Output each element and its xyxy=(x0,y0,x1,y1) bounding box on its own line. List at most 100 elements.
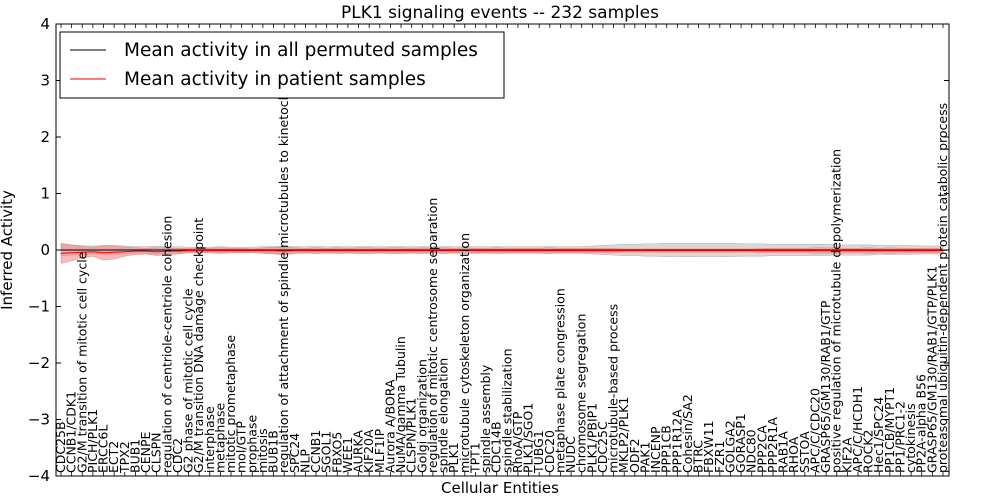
entity-label: FBXW11 xyxy=(701,420,716,473)
entity-label: TPT1 xyxy=(467,442,482,474)
entity-label: PPP2R1A xyxy=(765,417,780,473)
entity-label: positive regulation of microtubule depol… xyxy=(829,149,844,473)
entity-label: CDC25C xyxy=(595,421,610,473)
entity-label: PPP1CB xyxy=(659,425,674,473)
line-patient xyxy=(60,250,943,254)
entity-label: regulation of mitotic centrosome separat… xyxy=(425,198,440,473)
entity-label: prophase xyxy=(244,415,259,473)
entity-label: spindle assembly xyxy=(478,364,493,473)
entity-label: PICH/PLK1 xyxy=(85,409,100,473)
entity-label: CLSPN/PLK1 xyxy=(404,398,419,473)
entity-label: G2/M transition of mitotic cell cycle xyxy=(74,251,89,473)
entity-label: SGOL1 xyxy=(319,431,334,473)
entity-label: CDC20 xyxy=(542,430,557,473)
y-axis-label: Inferred Activity xyxy=(0,190,16,310)
entity-label: RHOA xyxy=(786,436,801,473)
entity-label: microtubule cytoskeleton organization xyxy=(457,233,472,473)
band-patient xyxy=(60,242,944,264)
entity-label: MKLP2/PLK1 xyxy=(616,397,631,473)
y-tick-label: −1 xyxy=(28,298,50,316)
entity-label: GRASP65/GM130/RAB1/GTP/PLK1 xyxy=(924,266,939,473)
entity-label: RhoA/GTP xyxy=(510,411,525,473)
entity-label: ECT2 xyxy=(106,441,121,473)
entity-label: BUB1 xyxy=(127,439,142,473)
y-tick-label: 3 xyxy=(40,72,50,90)
entity-label: Golgi organization xyxy=(414,359,429,473)
entity-label: TPX2 xyxy=(117,441,132,474)
entity-label: NDC80 xyxy=(744,429,759,473)
entity-label: PPP1R12A xyxy=(669,409,684,473)
entity-label: cytokinesis xyxy=(903,403,918,473)
entity-label: CLSPN xyxy=(149,432,164,473)
entity-label: FZR1 xyxy=(712,441,727,473)
y-axis: −4 −3 −2 −1 0 1 2 3 4 xyxy=(28,15,949,485)
entity-label: PP1CB/MYPT1 xyxy=(882,387,897,473)
entity-label: chromosome segregation xyxy=(574,314,589,473)
entity-label: CENPE xyxy=(138,431,153,473)
entity-label: APC/C/HCDH1 xyxy=(850,386,865,473)
entity-label: ODF2 xyxy=(627,438,642,473)
entity-label: PPP2CA xyxy=(754,425,769,473)
entity-label: spindle stabilization xyxy=(499,348,514,473)
entity-label: PLK1 xyxy=(446,442,461,473)
entity-label: CDC14B xyxy=(489,421,504,473)
entity-label: CDC25B xyxy=(53,421,68,473)
entity-label: mol/GTP xyxy=(234,421,249,473)
y-tick-label: 0 xyxy=(40,241,50,259)
entity-label: TUBG1 xyxy=(531,430,546,474)
entity-label: PP1/PRC1-2 xyxy=(893,401,908,473)
y-tick-label: −4 xyxy=(28,467,50,485)
y-tick-label: −3 xyxy=(28,411,50,429)
entity-label: BUB1B xyxy=(266,430,281,473)
entity-label: CCNB1/CDK1 xyxy=(64,391,79,473)
y-tick-label: 1 xyxy=(40,185,50,203)
entity-label: microtubule-based process xyxy=(606,304,621,473)
entity-label: PLK1/PBIP1 xyxy=(584,403,599,473)
entity-label: CDC2 xyxy=(170,438,185,473)
chart-title: PLK1 signaling events -- 232 samples xyxy=(341,3,659,23)
entity-label: PAK1 xyxy=(638,442,653,473)
entity-label: Hec1/SPC24 xyxy=(871,397,886,473)
entity-label: APC/C/CDC20 xyxy=(808,388,823,473)
legend-label-patient: Mean activity in patient samples xyxy=(124,69,426,90)
legend: Mean activity in all permuted samples Me… xyxy=(59,31,505,99)
entity-label: GRASP65/GM130/RAB1/GTP xyxy=(818,300,833,473)
entity-label: NLP xyxy=(297,449,312,473)
entity-label: SSTOA xyxy=(797,431,812,473)
entity-label: KIF2A xyxy=(839,437,854,473)
entity-label: mitotic prometaphase xyxy=(223,335,238,473)
entity-label: MLF1IP xyxy=(372,428,387,473)
x-axis-label: Cellular Entities xyxy=(441,479,559,497)
entity-label: KIF20A xyxy=(361,429,376,473)
entity-label: GORASP1 xyxy=(733,413,748,473)
legend-box xyxy=(59,31,505,99)
entity-label: INCENP xyxy=(648,426,663,473)
series-lines xyxy=(60,249,943,254)
entity-label: RAB1A xyxy=(776,431,791,473)
entity-label: proteasomal ubiquitin-dependent protein … xyxy=(935,103,950,473)
entity-label: CCNB1 xyxy=(308,430,323,473)
entity-label: WEE1 xyxy=(340,437,355,473)
entity-label: Cohesin/SA2 xyxy=(680,394,695,473)
entity-label: ROCK2 xyxy=(861,430,876,473)
entity-label: PP2A-alpha B56 xyxy=(914,374,929,473)
entity-label: GOLGA2 xyxy=(723,420,738,473)
entity-label: mitosis xyxy=(255,428,270,473)
entity-label: PLK1/SGO1 xyxy=(521,403,536,473)
y-tick-label: −2 xyxy=(28,354,50,372)
entity-label: metaphase xyxy=(212,403,227,473)
entity-label: BTRC xyxy=(691,440,706,473)
entity-label: FBXO5 xyxy=(329,432,344,473)
entity-label: metaphase plate congression xyxy=(552,288,567,473)
entity-label: G2 phase of mitotic cell cycle xyxy=(181,288,196,473)
y-tick-label: 4 xyxy=(40,15,50,33)
legend-label-permuted: Mean activity in all permuted samples xyxy=(124,40,478,61)
entity-label: NUDC xyxy=(563,436,578,473)
entity-label: NuMA/gamma Tubulin xyxy=(393,336,408,473)
entity-label: G2/M transition DNA damage checkpoint xyxy=(191,218,206,473)
entity-label: spindle elongation xyxy=(436,358,451,473)
entity-label: Aurora A/BORA xyxy=(382,379,397,473)
